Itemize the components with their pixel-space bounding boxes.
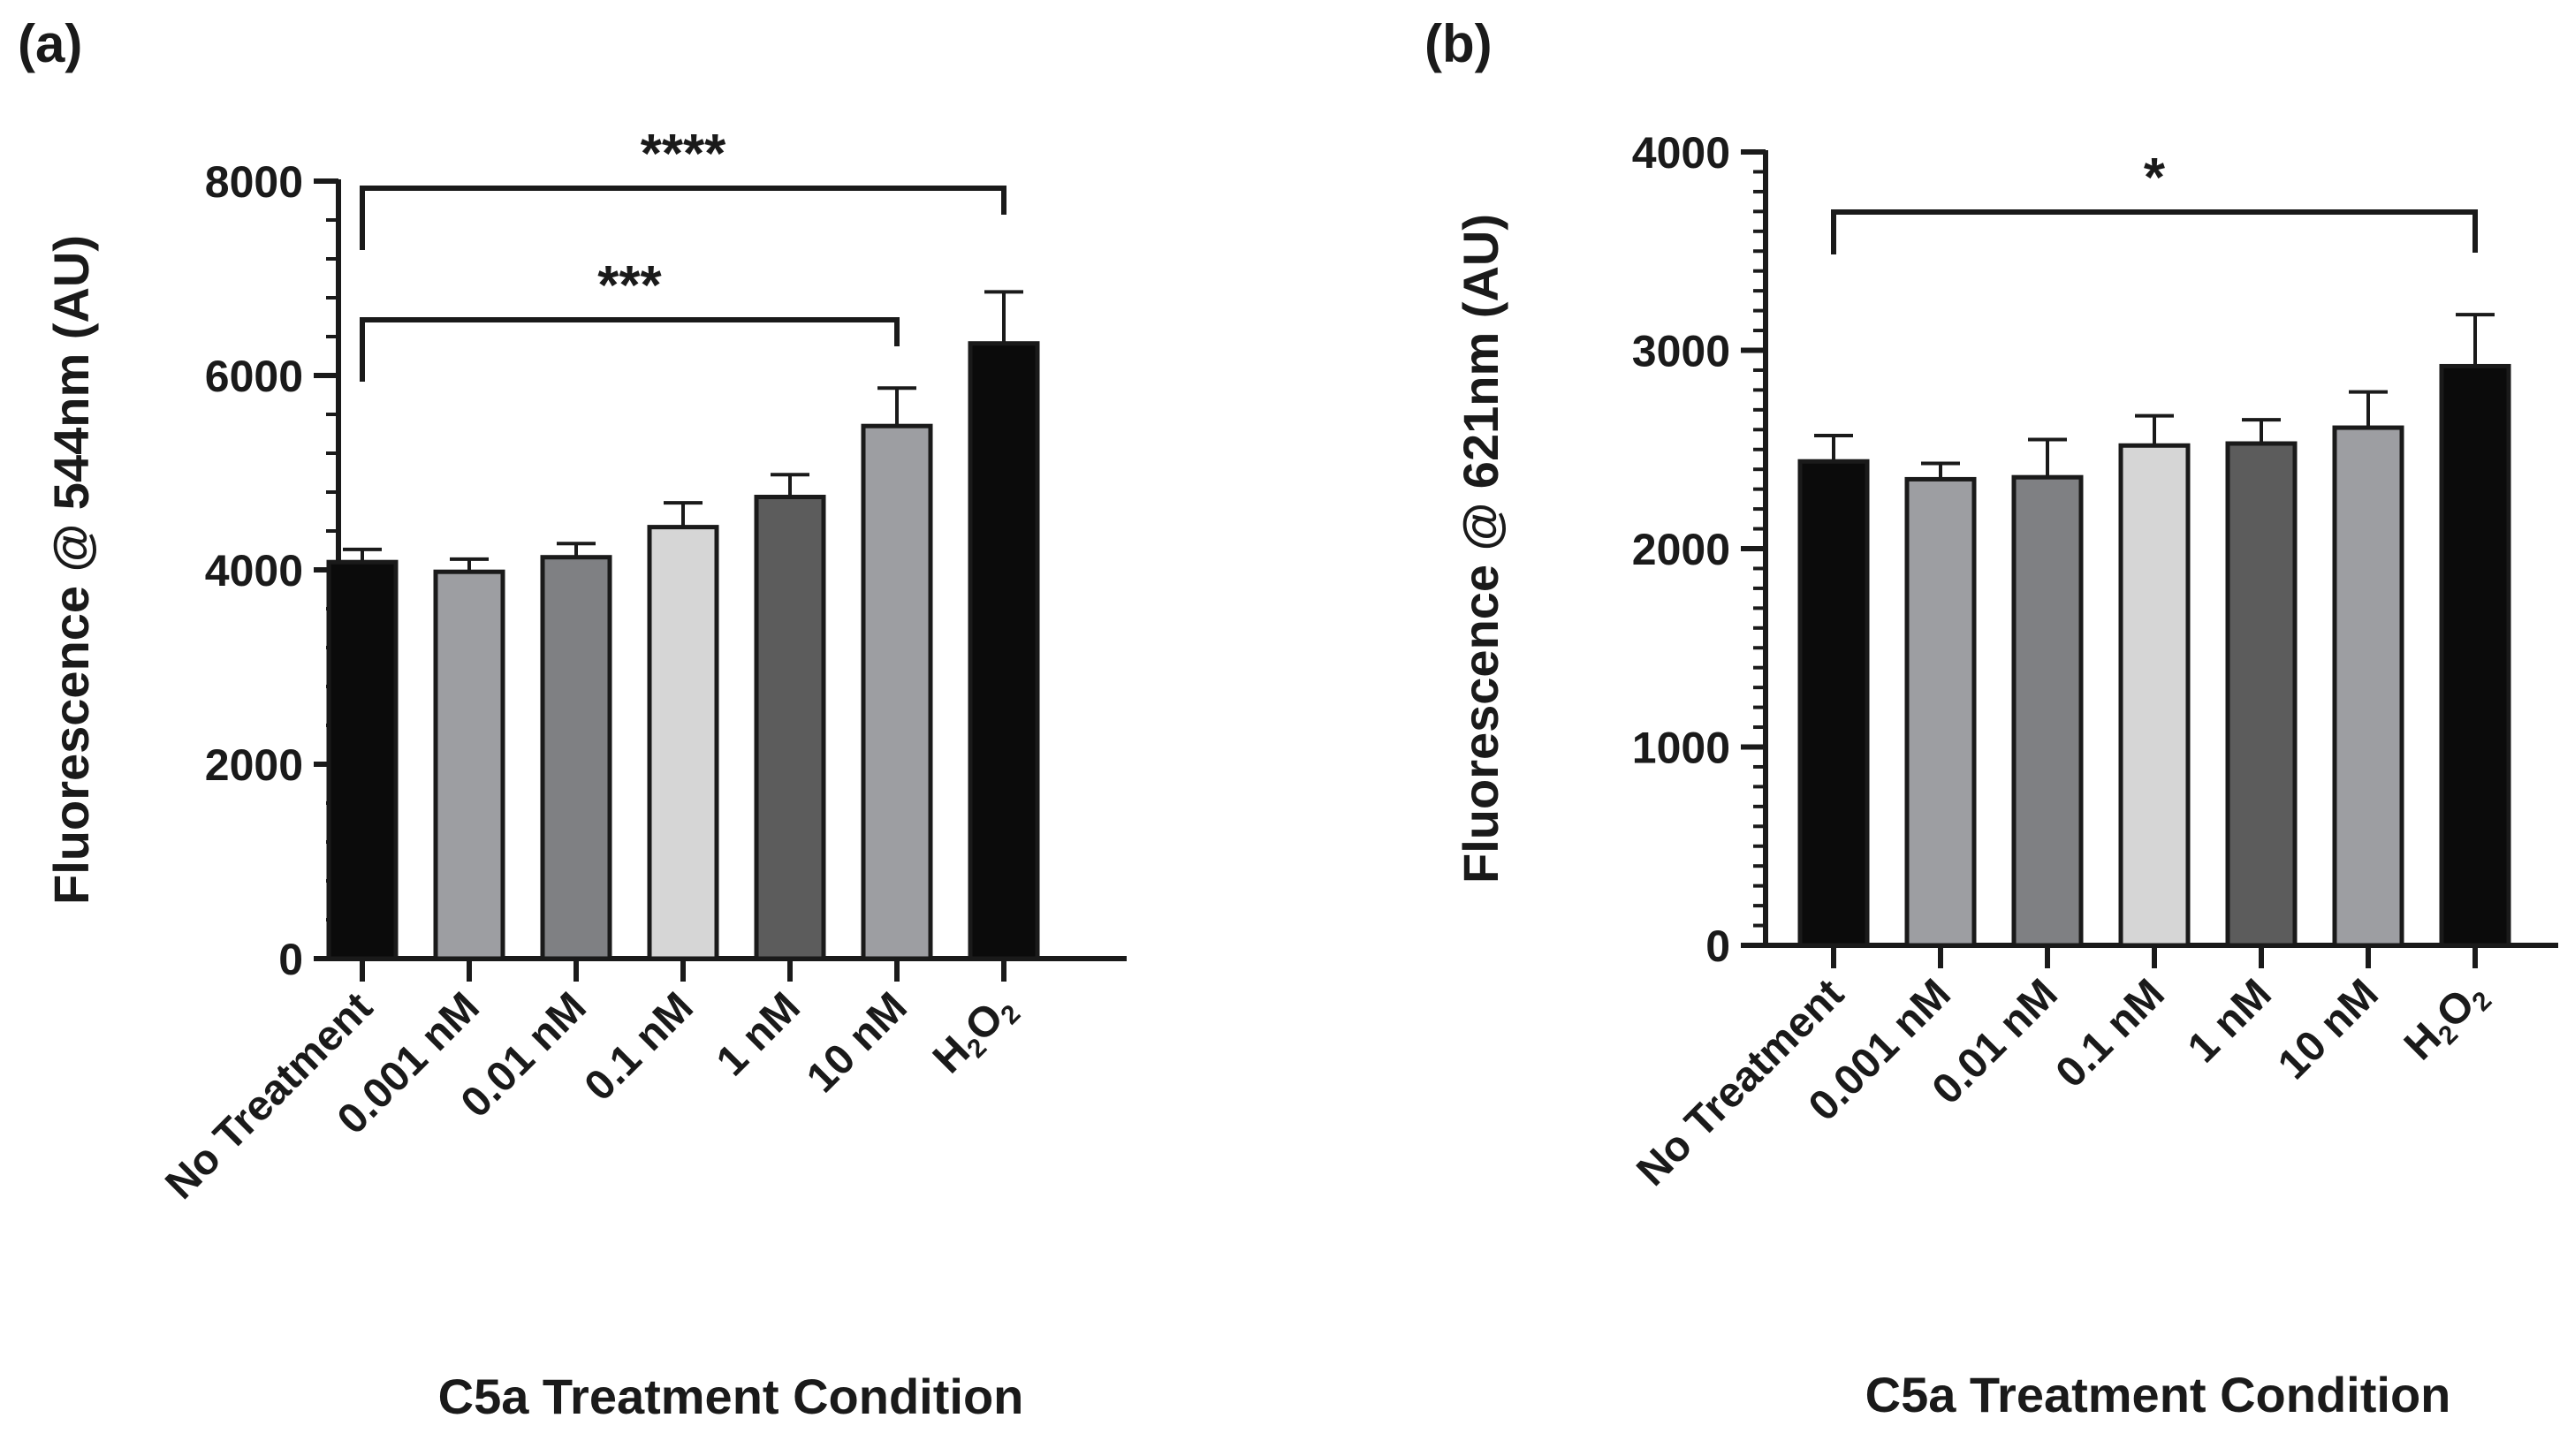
y-axis-title: Fluorescence @ 544nm (AU) [43, 235, 99, 905]
bar [2225, 441, 2298, 948]
chart-panel-b: (b) 0 1000 2000 3000 4000 Fluorescence @ 621nm… [1424, 14, 2558, 1422]
bar [2332, 425, 2404, 948]
bar [861, 423, 933, 961]
y-tick-label: 2000 [205, 740, 303, 790]
panel-label: (a) [18, 14, 82, 73]
y-tick-label: 6000 [205, 352, 303, 401]
bar [968, 341, 1040, 961]
y-tick-label: 1000 [1632, 724, 1730, 773]
chart-panel-a: (a) 0 2000 4000 6000 8000 Fluorescence @ 544nm… [18, 14, 1127, 1424]
x-tick-label: 10 nM [2269, 970, 2388, 1088]
x-tick-label: 10 nM [798, 983, 916, 1102]
x-tick-label: H2O2 [2396, 970, 2497, 1072]
bar [1904, 476, 1977, 948]
y-tick-label: 2000 [1632, 525, 1730, 574]
significance-label: * [2144, 148, 2166, 209]
x-tick-label: 0.1 nM [2047, 970, 2174, 1096]
bar [326, 559, 399, 961]
significance-bracket [1831, 209, 2478, 254]
x-tick-label: H2O2 [924, 983, 1026, 1085]
y-axis-title: Fluorescence @ 621nm (AU) [1453, 214, 1508, 883]
bar [2011, 474, 2084, 948]
bar [647, 525, 719, 961]
x-tick-label: 1 nM [2179, 970, 2281, 1072]
bar [1797, 459, 1870, 948]
x-axis-title: C5a Treatment Condition [1865, 1367, 2451, 1422]
panel-label: (b) [1424, 14, 1493, 73]
bar [433, 569, 505, 961]
y-tick-label: 8000 [205, 157, 303, 207]
x-axis-title: C5a Treatment Condition [438, 1369, 1024, 1424]
y-tick-label: 4000 [1632, 128, 1730, 178]
y-tick-label: 4000 [205, 546, 303, 595]
significance-bracket [360, 186, 1006, 250]
significance-label: *** [597, 255, 662, 316]
x-tick-label: 1 nM [708, 983, 809, 1085]
significance-label: **** [641, 124, 726, 185]
y-tick-label: 3000 [1632, 327, 1730, 376]
bar [2439, 363, 2511, 948]
y-tick-label: 0 [278, 935, 303, 984]
x-tick-label: 0.1 nM [576, 983, 703, 1110]
y-tick-label: 0 [1705, 921, 1730, 971]
significance-bracket [360, 317, 900, 382]
bar [540, 555, 612, 961]
bar [2118, 443, 2191, 948]
bar [754, 495, 826, 961]
